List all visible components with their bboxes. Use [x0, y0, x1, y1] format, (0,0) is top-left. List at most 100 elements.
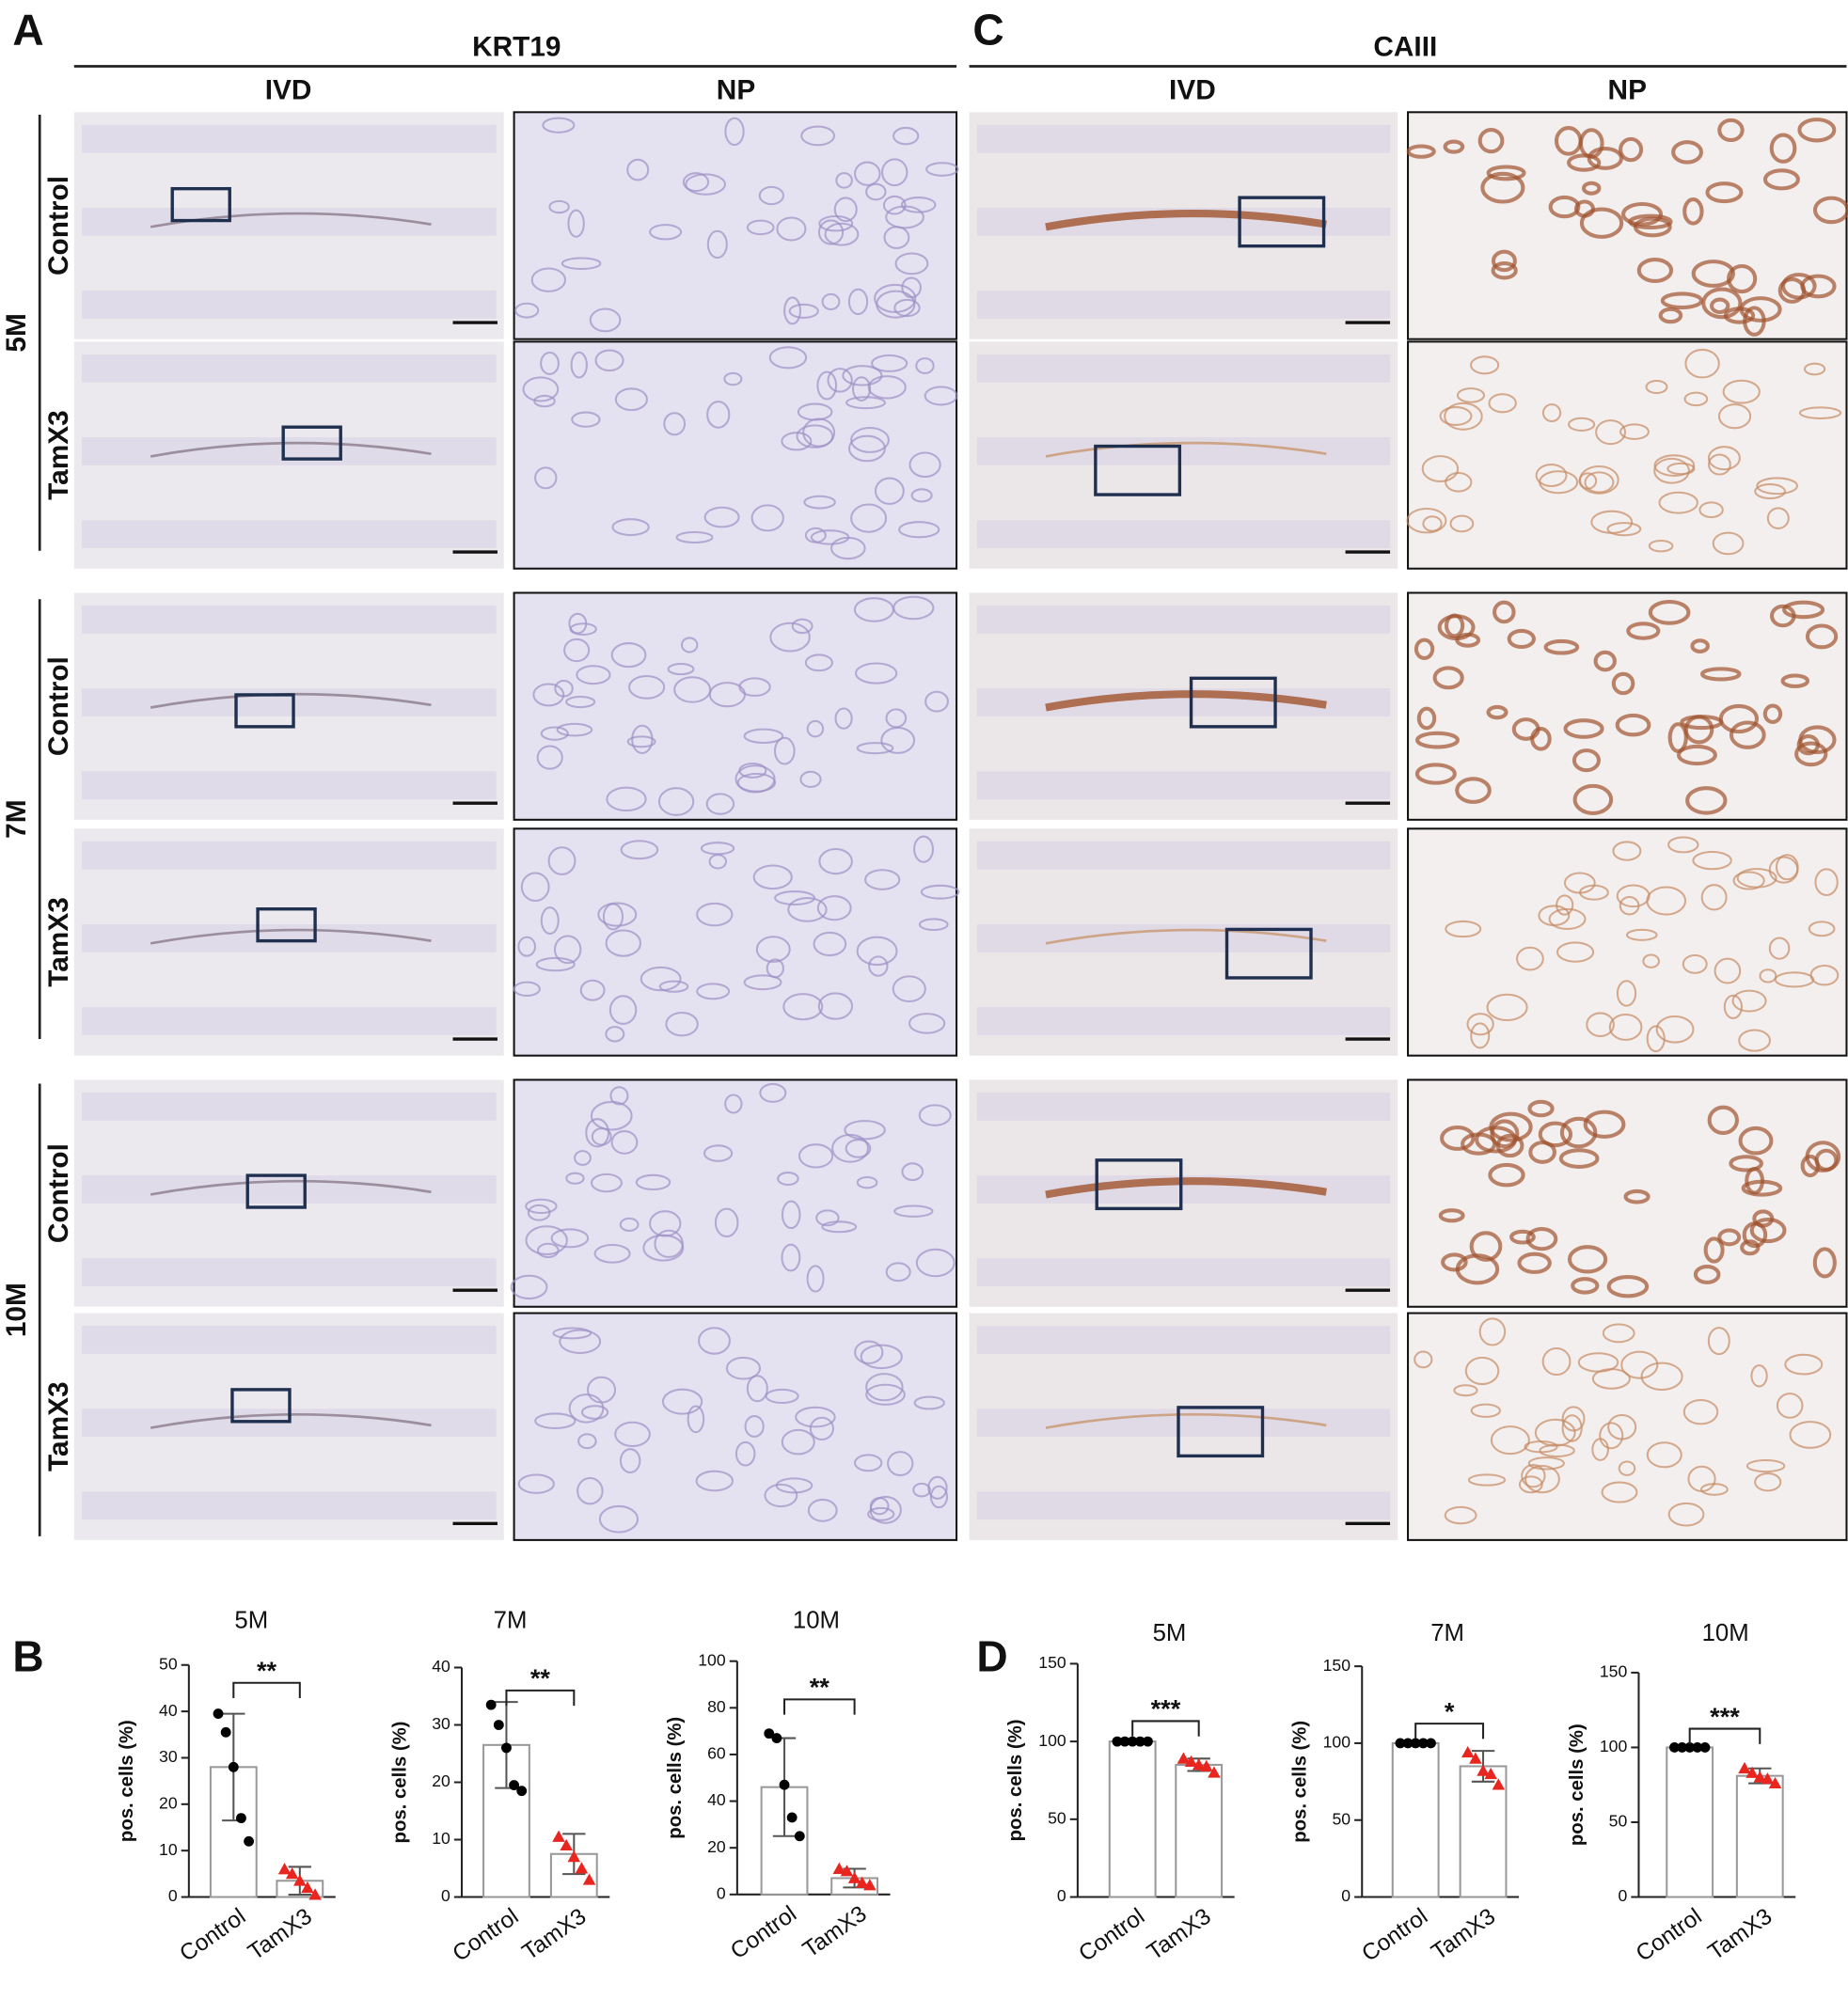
significance-bracket: [505, 1689, 576, 1707]
cell: [781, 1200, 801, 1230]
stain-title: CAIII: [1373, 31, 1437, 62]
cell: [1521, 1463, 1546, 1488]
cell: [535, 956, 576, 972]
cell: [1611, 671, 1635, 696]
cell: [1571, 1277, 1600, 1295]
cell: [610, 642, 647, 669]
cell: [746, 1375, 768, 1403]
y-tick-label: 100: [698, 1650, 726, 1669]
cell: [908, 1013, 946, 1034]
cell: [743, 974, 782, 991]
cell: [1440, 1125, 1476, 1151]
cell: [1750, 1364, 1768, 1388]
cell: [1563, 718, 1604, 739]
cell: [781, 1243, 801, 1272]
cell: [881, 158, 908, 187]
cell: [874, 477, 905, 505]
y-tick-label: 0: [168, 1886, 178, 1905]
cell: [673, 676, 712, 703]
cell: [1759, 968, 1777, 984]
cell: [1626, 622, 1661, 640]
cell: [1705, 181, 1744, 204]
tissue-band: [976, 606, 1391, 634]
inset-box: [1224, 927, 1313, 980]
cell: [824, 222, 860, 246]
cell: [1766, 507, 1790, 529]
cell: [649, 224, 683, 241]
data-point: [1127, 1736, 1138, 1747]
cell: [1525, 1227, 1558, 1251]
micrograph: [513, 827, 958, 1057]
data-point: [485, 1699, 497, 1710]
cell: [1548, 907, 1587, 930]
cell: [1538, 905, 1571, 927]
cell: [1556, 894, 1574, 916]
cell: [1518, 1475, 1543, 1494]
cell: [845, 396, 886, 410]
cell: [540, 906, 560, 936]
cell: [1646, 1025, 1666, 1053]
cell: [1432, 666, 1464, 690]
cell: [1727, 263, 1758, 294]
x-tick-label: Control: [1357, 1904, 1432, 1967]
cell: [1693, 1265, 1721, 1284]
cell: [1667, 836, 1699, 854]
cell: [1444, 1505, 1477, 1525]
cell: [510, 1274, 548, 1300]
data-point: [213, 1708, 224, 1720]
chart-title: 5M: [1153, 1620, 1187, 1646]
cell: [750, 504, 784, 532]
cell: [850, 503, 888, 533]
cell: [1491, 261, 1518, 280]
cell: [1491, 249, 1517, 273]
cell: [882, 195, 907, 215]
x-tick-label: Control: [175, 1904, 250, 1967]
cell: [869, 1497, 890, 1516]
cell: [530, 267, 567, 292]
y-tick-label: 150: [1038, 1653, 1066, 1672]
cell: [1406, 507, 1447, 534]
cell: [1541, 403, 1562, 422]
cell: [1467, 1473, 1507, 1487]
row-label: Control: [43, 176, 74, 275]
cell: [1780, 673, 1810, 688]
cell: [1556, 941, 1595, 963]
cell: [758, 185, 784, 206]
cell: [1714, 957, 1742, 984]
significance-label: ***: [1151, 1694, 1181, 1724]
cell: [1444, 401, 1483, 431]
inset-box: [1095, 1158, 1183, 1211]
cell: [755, 936, 791, 963]
cell: [1768, 856, 1799, 884]
row-label: Control: [43, 656, 74, 756]
cell: [854, 662, 898, 685]
cell: [556, 722, 593, 737]
data-point: [1677, 1742, 1687, 1753]
tissue-band: [976, 1258, 1391, 1287]
cell: [1535, 464, 1568, 487]
inset-box: [256, 907, 317, 943]
cell: [1599, 1422, 1624, 1450]
tissue-band: [81, 208, 497, 236]
data-point: [1461, 1745, 1475, 1758]
cell: [1620, 1350, 1659, 1379]
significance-label: **: [810, 1673, 830, 1702]
cell: [797, 402, 833, 421]
cell: [834, 707, 853, 730]
bar: [1666, 1746, 1714, 1898]
cell: [665, 1012, 699, 1037]
cell: [821, 1220, 858, 1234]
cell: [1490, 1425, 1530, 1456]
cell: [864, 869, 901, 890]
cell: [1421, 455, 1460, 482]
y-tick-label: 40: [707, 1790, 726, 1809]
tissue-stain: [150, 1179, 432, 1196]
cell: [782, 993, 824, 1021]
cell: [682, 172, 710, 193]
cell: [885, 708, 908, 729]
cell: [620, 840, 659, 860]
cell: [1752, 1209, 1775, 1228]
cell: [1538, 1121, 1573, 1148]
tissue-band: [81, 124, 497, 153]
cell: [1700, 884, 1728, 911]
